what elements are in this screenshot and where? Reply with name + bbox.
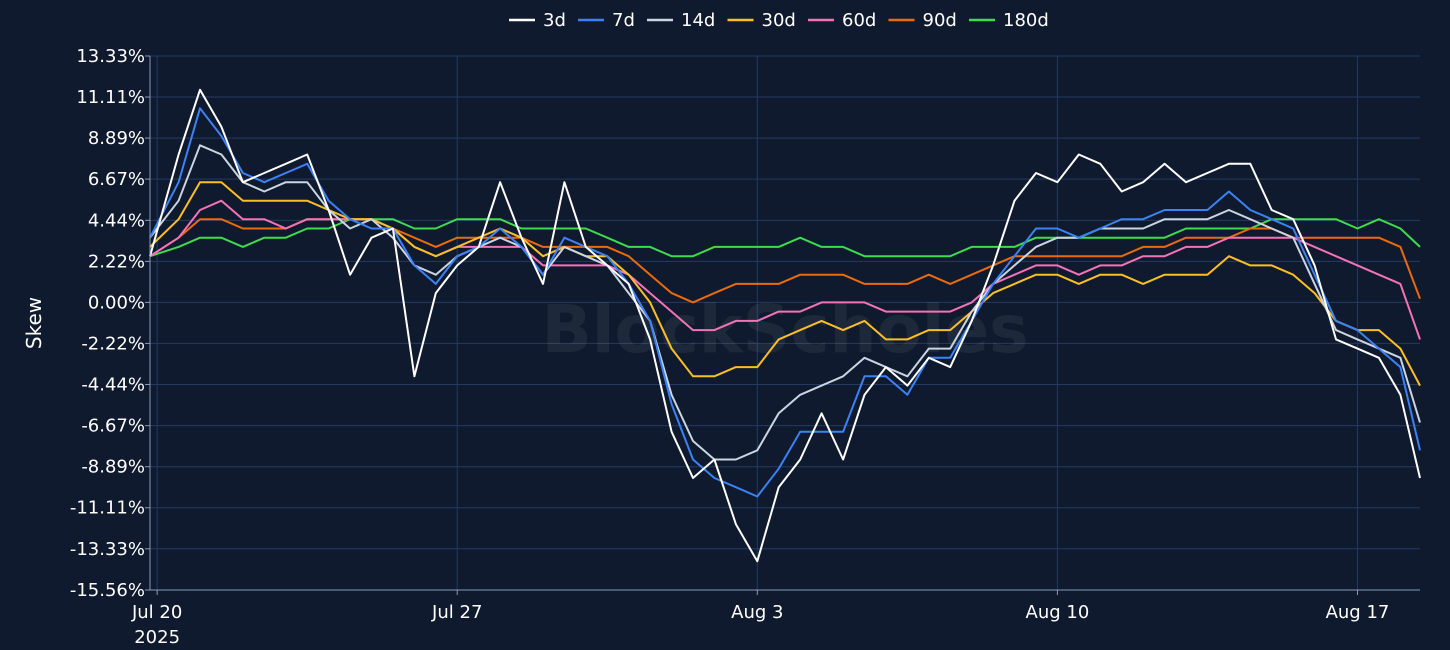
y-tick-label: -11.11% bbox=[70, 498, 145, 519]
series-line-90d bbox=[149, 218, 1421, 304]
x-tick-label: Aug 3 bbox=[731, 602, 783, 623]
y-tick-label: -15.56% bbox=[70, 580, 145, 601]
series-line-3d bbox=[149, 88, 1421, 563]
y-tick-label: 2.22% bbox=[88, 251, 145, 272]
x-tick-label: Aug 10 bbox=[1026, 602, 1090, 623]
y-tick-label: 8.89% bbox=[88, 128, 145, 149]
x-axis: Jul 20 2025 Jul 27 Aug 3 Aug 10 Aug 17 bbox=[131, 589, 1420, 648]
y-tick-label: 4.44% bbox=[88, 210, 145, 231]
series-line-14d bbox=[149, 144, 1421, 461]
y-tick-label: 6.67% bbox=[88, 169, 145, 190]
x-tick-label: Jul 27 bbox=[431, 602, 482, 623]
legend-label: 14d bbox=[681, 10, 715, 31]
legend-item-7d: 7d bbox=[578, 10, 635, 31]
y-tick-label: -8.89% bbox=[81, 457, 145, 478]
legend-item-3d: 3d bbox=[509, 10, 566, 31]
y-tick-label: 11.11% bbox=[76, 87, 145, 108]
legend-label: 7d bbox=[612, 10, 635, 31]
legend-label: 60d bbox=[842, 10, 876, 31]
series-lines bbox=[149, 88, 1421, 563]
legend-label: 3d bbox=[543, 10, 566, 31]
legend-item-90d: 90d bbox=[888, 10, 957, 31]
series-line-7d bbox=[149, 107, 1421, 498]
y-tick-label: -4.44% bbox=[81, 374, 145, 395]
x-tick-label: Jul 20 bbox=[131, 602, 182, 623]
y-axis: 13.33% 11.11% 8.89% 6.67% 4.44% 2.22% 0.00% -2.… bbox=[70, 46, 151, 601]
x-tick-label: Aug 17 bbox=[1326, 602, 1390, 623]
series-line-30d bbox=[149, 181, 1421, 387]
legend: 3d 7d 14d 30d 60d 90d 180d bbox=[509, 10, 1049, 31]
legend-item-60d: 60d bbox=[808, 10, 876, 31]
y-axis-title: Skew bbox=[22, 297, 46, 349]
y-tick-label: -6.67% bbox=[81, 416, 145, 437]
y-tick-label: 13.33% bbox=[76, 46, 145, 67]
x-tick-sublabel: 2025 bbox=[134, 627, 180, 648]
legend-item-30d: 30d bbox=[727, 10, 796, 31]
y-tick-label: -2.22% bbox=[81, 333, 145, 354]
legend-item-14d: 14d bbox=[647, 10, 715, 31]
legend-label: 180d bbox=[1003, 10, 1049, 31]
legend-item-180d: 180d bbox=[969, 10, 1049, 31]
legend-label: 30d bbox=[762, 10, 796, 31]
y-tick-label: -13.33% bbox=[70, 539, 145, 560]
y-tick-label: 0.00% bbox=[88, 292, 145, 313]
legend-label: 90d bbox=[923, 10, 957, 31]
